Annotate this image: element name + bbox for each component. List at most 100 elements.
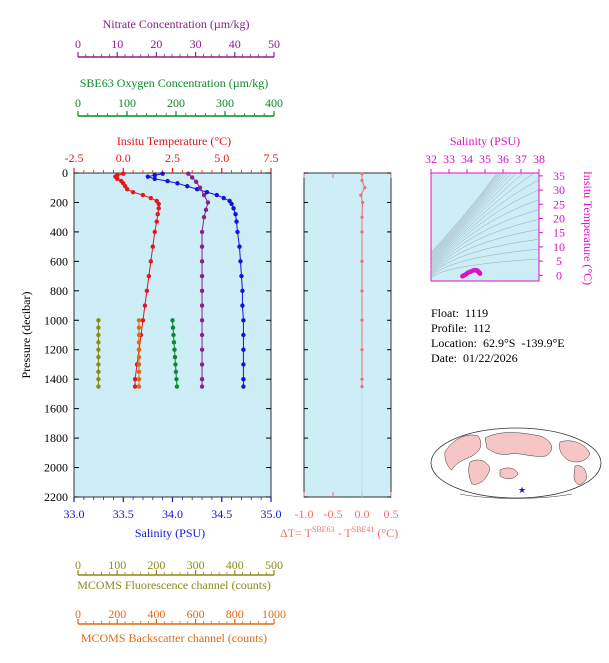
- fluorescence-tick-label: 0: [75, 558, 81, 572]
- backscatter-point: [136, 347, 142, 352]
- salinity-point: [214, 192, 220, 198]
- nitrate-tick-label: 20: [150, 37, 162, 51]
- fluorescence-point: [96, 384, 101, 389]
- ts-density-contour: [431, 173, 524, 265]
- fluorescence-tick-label: 200: [147, 558, 165, 572]
- salinity-point: [231, 206, 236, 211]
- salinity-point: [152, 173, 157, 178]
- temperature-point: [148, 195, 154, 201]
- ts-y-tick-label: 5: [556, 254, 562, 268]
- nitrate-tick-label: 40: [229, 37, 241, 51]
- salinity-point: [235, 229, 240, 235]
- pressure-tick-label: 400: [50, 225, 68, 239]
- temperature-point: [132, 376, 138, 382]
- fluorescence-point: [96, 354, 101, 360]
- nitrate-tick-label: 30: [190, 37, 202, 51]
- ts-density-contour: [431, 173, 512, 262]
- ts-density-contour: [431, 173, 500, 256]
- oxygen-point: [174, 384, 180, 389]
- temperature-point: [156, 206, 161, 211]
- nitrate-point: [186, 171, 191, 176]
- delta-t-tick-label: 0.0: [355, 507, 370, 521]
- oxygen-point: [174, 376, 179, 382]
- oxygen-tick-label: 400: [265, 96, 283, 110]
- ts-y-tick-label: 10: [553, 240, 565, 254]
- oxygen-point: [171, 340, 177, 345]
- nitrate-point: [199, 318, 205, 323]
- salinity-point: [152, 176, 157, 182]
- fluorescence-tick-label: 100: [108, 558, 126, 572]
- pressure-tick-label: 2200: [44, 490, 68, 504]
- ts-density-contour: [431, 173, 506, 260]
- salinity-point: [240, 288, 245, 294]
- oxygen-tick-label: 300: [216, 96, 234, 110]
- oxygen-tick-label: 200: [167, 96, 185, 110]
- delta-t-point: [359, 193, 363, 197]
- salinity-point: [238, 259, 243, 264]
- nitrate-point: [197, 185, 203, 190]
- temperature-point: [142, 303, 148, 308]
- fluorescence-point: [96, 332, 101, 338]
- ts-density-contour: [431, 248, 539, 277]
- fluorescence-point: [96, 325, 101, 330]
- fluorescence-point: [96, 318, 101, 323]
- temperature-point: [144, 288, 150, 294]
- salinity-point: [204, 189, 210, 195]
- nitrate-point: [193, 179, 199, 185]
- temperature-point: [156, 201, 161, 207]
- ts-temperature-label: Insitu Temperature (°C): [581, 171, 595, 285]
- nitrate-tick-label: 0: [75, 37, 81, 51]
- salinity-axis-label: Salinity (PSU): [135, 526, 205, 540]
- ts-density-contour: [431, 258, 539, 279]
- backscatter-tick-label: 600: [187, 607, 205, 621]
- ts-y-tick-label: 30: [553, 183, 565, 197]
- nitrate-tick-label: 50: [268, 37, 280, 51]
- temperature-tick-label: 7.5: [264, 151, 279, 165]
- salinity-point: [241, 347, 246, 352]
- float-id: Float: 1119: [431, 306, 489, 320]
- fluorescence-tick-label: 300: [187, 558, 205, 572]
- nitrate-tick-label: 10: [111, 37, 123, 51]
- fluorescence-axis: 0 100 200 300 400 500 MCOMS Fluorescence chan…: [75, 558, 283, 592]
- salinity-point: [185, 184, 190, 189]
- ts-x-tick-label: 33: [443, 152, 455, 166]
- backscatter-axis: 0 200 400 600 800 1000 MCOMS Backscatter chan…: [75, 607, 286, 645]
- backscatter-point: [136, 354, 142, 360]
- pressure-tick-label: 1200: [44, 343, 68, 357]
- backscatter-point: [136, 332, 142, 338]
- delta-t-point: [360, 178, 364, 182]
- nitrate-point: [190, 175, 195, 180]
- ts-x-tick-label: 34: [461, 152, 473, 166]
- temperature-point: [150, 244, 155, 249]
- nitrate-point: [199, 288, 205, 294]
- backscatter-tick-label: 1000: [262, 607, 286, 621]
- delta-t-point: [360, 230, 364, 234]
- salinity-point: [241, 332, 246, 338]
- nitrate-point: [199, 376, 205, 382]
- ts-density-contour: [431, 189, 539, 269]
- oxygen-point: [171, 332, 176, 338]
- ts-density-contour: [431, 199, 539, 271]
- temperature-tick-label: 0.0: [116, 151, 131, 165]
- salinity-point: [241, 376, 246, 382]
- fluorescence-axis-label: MCOMS Fluorescence channel (counts): [77, 578, 271, 592]
- temperature-point: [132, 384, 138, 389]
- ts-y-tick-label: 35: [553, 169, 565, 183]
- delta-t-point: [360, 259, 364, 263]
- ts-point: [477, 271, 483, 277]
- nitrate-point: [199, 303, 205, 308]
- backscatter-point: [136, 362, 142, 367]
- pressure-tick-label: 600: [50, 254, 68, 268]
- ts-density-contour: [431, 173, 517, 264]
- salinity-point: [229, 201, 234, 207]
- delta-t-point: [360, 172, 364, 176]
- oxygen-point: [172, 354, 178, 360]
- delta-t-tick-label: 0.5: [384, 507, 399, 521]
- ts-y-tick-label: 15: [553, 226, 565, 240]
- fluorescence-point: [96, 340, 101, 345]
- ts-x-tick-label: 36: [497, 152, 509, 166]
- float-info-panel: Float: 1119 Profile: 112 Location: 62.9°…: [431, 306, 565, 366]
- fluorescence-tick-label: 500: [265, 558, 283, 572]
- delta-t-point: [360, 377, 364, 381]
- nitrate-point: [203, 207, 209, 213]
